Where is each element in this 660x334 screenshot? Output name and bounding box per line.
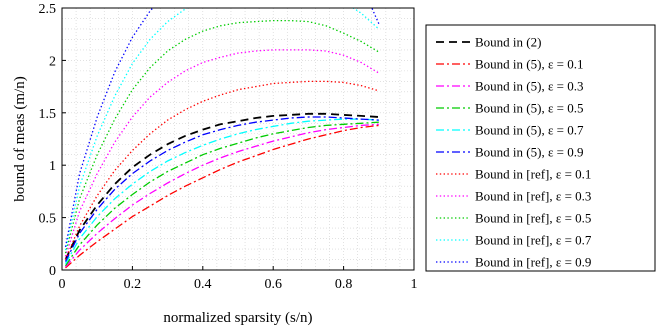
legend-label: Bound in (5), ε = 0.5 [475,101,583,116]
legend-box [425,24,656,272]
x-tick-label: 0.2 [124,277,142,292]
y-tick-label: 1.5 [39,107,57,122]
x-axis-label: normalized sparsity (s/n) [163,310,312,326]
legend-label: Bound in [ref], ε = 0.3 [475,189,591,204]
y-axis-label: bound of meas (m/n) [12,76,28,201]
x-tick-label: 0.4 [194,277,212,292]
legend-label: Bound in (5), ε = 0.1 [475,57,583,72]
x-tick-label: 0 [59,277,66,292]
x-tick-label: 1 [411,277,418,292]
series-line-8 [64,49,380,257]
series-line-5 [64,118,379,265]
plot-frame [61,7,415,271]
x-tick-label: 0.6 [264,277,282,292]
legend-label: Bound in [ref], ε = 0.7 [475,233,592,248]
series-line-2 [65,124,379,269]
axis-ticks: 0 0.2 0.4 0.6 0.8 1 0 0.5 1 1.5 2 2.5 [39,2,418,292]
y-tick-label: 1 [49,159,56,174]
y-tick-label: 2 [49,54,56,69]
legend-label: Bound in (2) [475,35,541,50]
grid [62,8,414,270]
y-tick-label: 0.5 [39,212,57,227]
series-line-4 [64,121,379,267]
series-line-3 [65,123,379,268]
legend-label: Bound in [ref], ε = 0.5 [475,211,591,226]
series-lines [64,8,380,269]
legend-label: Bound in [ref], ε = 0.9 [475,255,591,270]
legend-label: Bound in (5), ε = 0.7 [475,123,584,138]
legend-label: Bound in [ref], ε = 0.1 [475,167,591,182]
x-tick-label: 0.8 [335,277,353,292]
legend-label: Bound in (5), ε = 0.9 [475,145,583,160]
y-tick-label: 0 [49,264,56,279]
series-line-6 [64,116,379,262]
series-line-9 [64,19,380,254]
series-line-7 [64,80,379,260]
series-line-1 [64,112,379,260]
legend-label: Bound in (5), ε = 0.3 [475,79,583,94]
legend: Bound in (2) Bound in (5), ε = 0.1 Bound i… [425,24,656,272]
y-tick-label: 2.5 [39,2,57,17]
